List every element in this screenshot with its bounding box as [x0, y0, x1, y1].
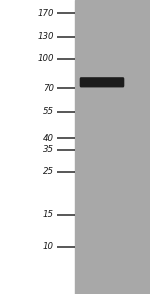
Text: 25: 25: [43, 168, 54, 176]
Text: 70: 70: [43, 84, 54, 93]
FancyBboxPatch shape: [80, 78, 124, 87]
Text: 40: 40: [43, 134, 54, 143]
Bar: [75, 0, 150, 294]
Text: 100: 100: [38, 54, 54, 63]
Text: 15: 15: [43, 210, 54, 219]
Text: 55: 55: [43, 107, 54, 116]
Text: 170: 170: [38, 9, 54, 18]
Text: 35: 35: [43, 146, 54, 154]
Text: 130: 130: [38, 32, 54, 41]
Text: 10: 10: [43, 243, 54, 251]
